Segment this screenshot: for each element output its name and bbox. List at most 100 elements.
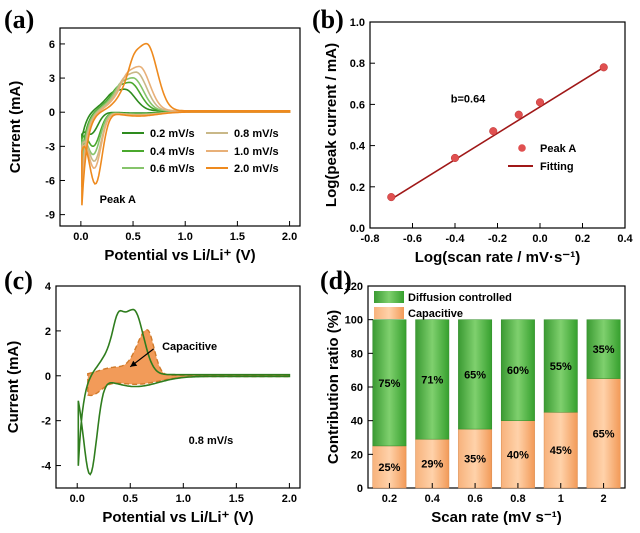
a-ytick-label: -9 (45, 210, 55, 222)
b-frame (369, 21, 626, 229)
b-xlabel: Log(scan rate / mV·s⁻¹) (415, 249, 580, 266)
c-scan-rate-label: 0.8 mV/s (189, 435, 234, 447)
d-xtick-label: 0.4 (425, 493, 441, 505)
d-bar-diffusion (372, 319, 407, 447)
d-bar-label-capacitive: 25% (378, 462, 400, 474)
d-bar-diffusion (586, 319, 621, 379)
d-bar-label-diffusion: 55% (550, 361, 572, 373)
c-arrow-head (130, 360, 138, 367)
d-xtick-label: 0.2 (382, 493, 397, 505)
b-ytick-label: 0.0 (350, 223, 365, 235)
b-legend-label-points: Peak A (540, 143, 576, 155)
d-bar-label-capacitive: 45% (550, 445, 572, 457)
b-xtick-label: 0.0 (532, 233, 547, 245)
b-data-point (489, 127, 498, 136)
d-ytick-label: 120 (345, 281, 363, 293)
b-ylabel: Log(peak current / mA) (323, 43, 340, 207)
b-data-point (599, 63, 608, 72)
b-annotation: b=0.64 (451, 93, 486, 105)
c-capacitive-area (87, 328, 291, 397)
a-xtick-label: 2.0 (282, 231, 297, 243)
d-xtick-label: 0.8 (510, 493, 525, 505)
a-xtick-label: 0.0 (73, 231, 88, 243)
a-annotation: Peak A (100, 194, 136, 206)
c-ytick-label: -2 (41, 416, 51, 428)
d-bar-diffusion (500, 319, 535, 421)
d-bar-diffusion (458, 319, 493, 430)
a-legend-label: 2.0 mV/s (234, 163, 279, 175)
c-xtick-label: 0.5 (123, 493, 138, 505)
a-frame (59, 27, 301, 227)
d-ytick-label: 20 (351, 449, 363, 461)
c-xtick-label: 2.0 (282, 493, 297, 505)
panel-label-a: (a) (4, 5, 34, 34)
d-frame (367, 285, 626, 489)
c-ytick-label: 2 (45, 326, 51, 338)
d-ylabel: Contribution ratio (%) (325, 310, 342, 464)
a-ylabel: Current (mA) (7, 81, 24, 174)
d-bar-label-capacitive: 29% (421, 459, 443, 471)
d-bar-label-diffusion: 65% (464, 369, 486, 381)
b-xtick-label: 0.4 (617, 233, 633, 245)
c-frame (55, 285, 301, 489)
chart-c-capacitive-cv: 0.0 0.5 1.0 1.5 2.0 4 2 0 -2 -4 Potential vs Li/Li… (5, 281, 301, 526)
c-ytick-label: -4 (41, 461, 52, 473)
c-cv-line (77, 308, 291, 476)
c-xtick-label: 0.0 (70, 493, 85, 505)
d-bar-label-diffusion: 60% (507, 365, 529, 377)
b-fit-line (390, 66, 605, 200)
a-ytick-label: -6 (45, 175, 55, 187)
a-legend-label: 0.4 mV/s (150, 146, 195, 158)
d-xtick-label: 0.6 (467, 493, 482, 505)
d-legend-swatch-capacitive (374, 307, 404, 319)
b-xtick-label: -0.2 (488, 233, 507, 245)
a-xtick-label: 0.5 (125, 231, 140, 243)
chart-d-contribution-bars: 25% 75% 0.2 29% 71% 0.4 35% 65% 0.6 40% 60% 0.8 45% 5… (325, 281, 626, 526)
d-legend-label-capacitive: Capacitive (408, 308, 463, 320)
panel-label-c: (c) (4, 266, 33, 295)
chart-a-cv-curves: 0.0 0.5 1.0 1.5 2.0 6 3 0 -3 -6 -9 Potential vs Li/… (7, 27, 301, 264)
d-bar-capacitive (586, 378, 621, 489)
panel-label-d: (d) (320, 266, 352, 295)
a-legend-label: 0.8 mV/s (234, 128, 279, 140)
b-legend-label-fit: Fitting (540, 161, 574, 173)
a-ytick-label: -3 (45, 141, 55, 153)
d-ytick-label: 0 (357, 483, 363, 495)
a-xtick-label: 1.0 (178, 231, 193, 243)
a-legend-label: 0.6 mV/s (150, 163, 195, 175)
c-ylabel: Current (mA) (5, 341, 22, 434)
b-ytick-label: 0.4 (350, 141, 366, 153)
c-ytick-label: 0 (45, 371, 51, 383)
d-bar-capacitive (372, 445, 407, 489)
d-bar-capacitive (543, 412, 578, 489)
d-bar-label-diffusion: 75% (378, 378, 400, 390)
d-bar-capacitive (458, 428, 493, 489)
d-bar-diffusion (415, 319, 450, 440)
d-bar-label-capacitive: 40% (507, 449, 529, 461)
b-data-point (450, 153, 460, 163)
c-xtick-label: 1.5 (229, 493, 244, 505)
d-bar-label-diffusion: 35% (593, 344, 615, 356)
d-xtick-label: 2 (601, 493, 607, 505)
b-data-point (514, 110, 523, 119)
a-ytick-label: 3 (49, 73, 55, 85)
a-series-6-line (81, 42, 291, 206)
c-xlabel: Potential vs Li/Li⁺ (V) (102, 509, 253, 526)
a-xlabel: Potential vs Li/Li⁺ (V) (104, 247, 255, 264)
b-data-point (387, 193, 396, 202)
b-xtick-label: -0.4 (446, 233, 466, 245)
d-legend-label-diffusion: Diffusion controlled (408, 292, 512, 304)
d-bar-label-diffusion: 71% (421, 374, 443, 386)
a-ytick-label: 6 (49, 39, 55, 51)
b-ytick-label: 1.0 (350, 17, 365, 29)
d-xlabel: Scan rate (mV s⁻¹) (431, 509, 561, 526)
b-ytick-label: 0.8 (350, 58, 365, 70)
b-legend-marker (518, 144, 526, 152)
chart-b-log-fit: -0.8 -0.6 -0.4 -0.2 0.0 0.2 0.4 0.0 0.2 0.4 0.6 0.8… (323, 17, 634, 266)
c-xtick-label: 1.0 (176, 493, 191, 505)
b-ytick-label: 0.2 (350, 182, 365, 194)
d-ytick-label: 40 (351, 416, 363, 428)
b-data-point (535, 98, 545, 107)
a-legend-label: 0.2 mV/s (150, 128, 195, 140)
